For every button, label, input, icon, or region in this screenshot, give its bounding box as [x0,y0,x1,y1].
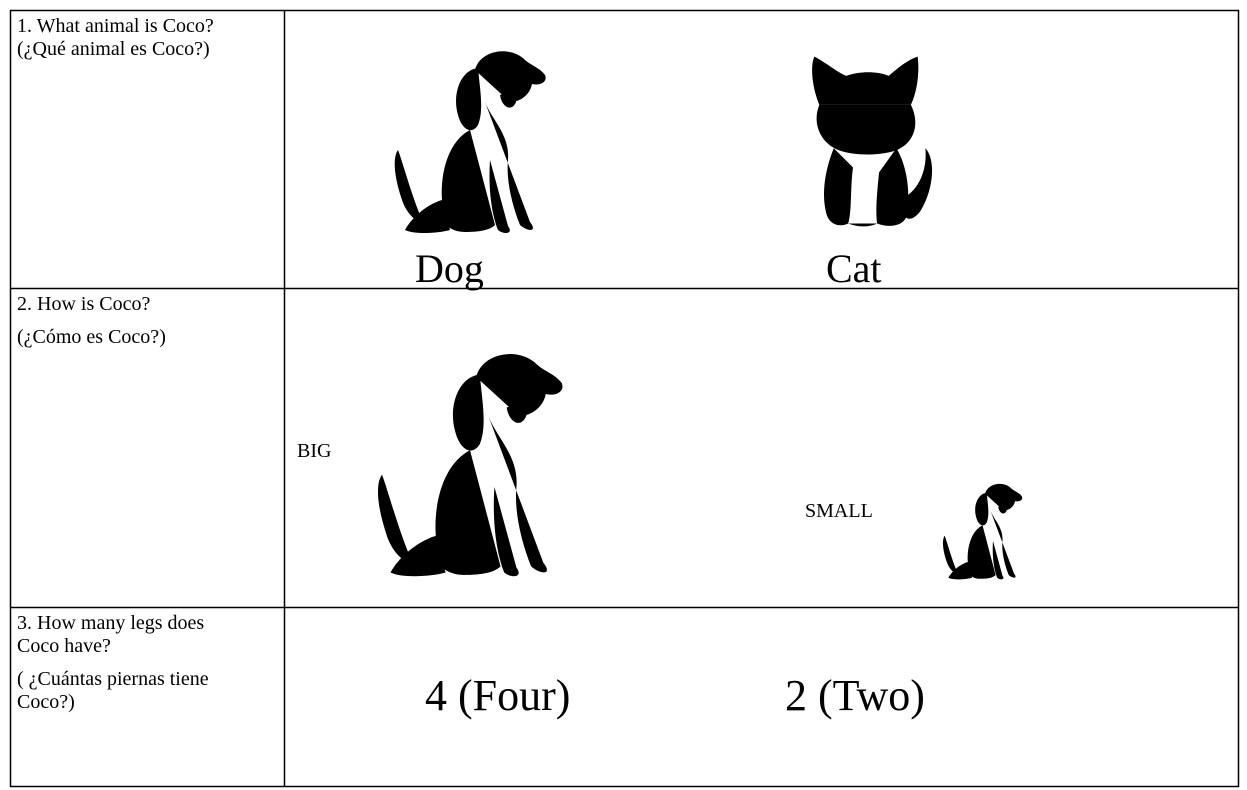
option-label: 2 (Two) [785,671,925,720]
cat-image [800,50,935,232]
dog-image [380,40,560,240]
small-dog-image [930,478,1035,583]
question: 3. How many legs does Coco have? [17,612,205,657]
question-cell: 1. What animal is Coco? (¿Qué animal es … [17,15,262,71]
question: 2. How is Coco? [17,293,151,315]
option-label: Dog [415,246,484,291]
question-cell: 3. How many legs does Coco have? ( ¿Cuán… [17,612,217,724]
option-label: BIG [297,440,332,462]
big-dog-image [360,325,580,600]
option-label: 4 (Four) [425,671,571,720]
question-translation: ( ¿Cuántas piernas tiene Coco?) [17,668,209,713]
question: 1. What animal is Coco? (¿Qué animal es … [17,15,214,60]
question-cell: 2. How is Coco? (¿Cómo es Coco?) [17,293,262,359]
option-label: Cat [826,246,882,291]
question-translation: (¿Cómo es Coco?) [17,326,166,348]
option-label: SMALL [805,500,873,522]
